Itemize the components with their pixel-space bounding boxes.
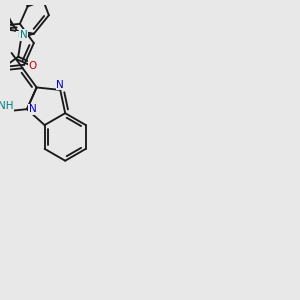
Text: NH: NH: [0, 101, 14, 111]
Text: N: N: [56, 80, 64, 90]
Text: N: N: [29, 104, 37, 114]
Text: O: O: [29, 61, 37, 70]
Text: H: H: [17, 31, 23, 40]
Text: N: N: [20, 30, 28, 40]
